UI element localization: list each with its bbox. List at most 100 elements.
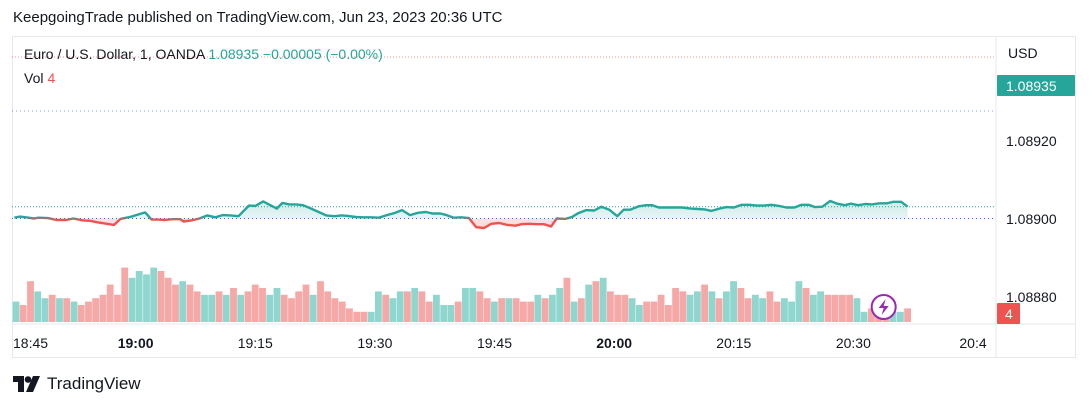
volume-bar xyxy=(157,271,165,322)
volume-bar xyxy=(752,294,759,322)
volume-bar xyxy=(817,291,824,322)
volume-bar xyxy=(650,301,658,322)
tradingview-logo-icon xyxy=(13,376,40,392)
volume-bar xyxy=(19,305,27,322)
volume-bar xyxy=(462,288,469,322)
price-line-above xyxy=(14,199,909,219)
volume-bar xyxy=(795,281,803,322)
y-tick-label: 1.08880 xyxy=(1006,289,1057,305)
volume-bar xyxy=(150,267,158,322)
volume-bar xyxy=(860,311,868,322)
x-tick-label: 20:4 xyxy=(959,335,986,351)
volume-bar xyxy=(781,298,788,322)
y-tick-label: 1.08900 xyxy=(1006,211,1057,227)
volume-bar xyxy=(831,294,839,322)
volume-bar xyxy=(839,294,846,322)
volume-bar xyxy=(708,291,716,322)
price-line-below xyxy=(14,218,572,230)
volume-bar xyxy=(694,291,701,322)
chart-frame xyxy=(12,36,1076,358)
volume-bar xyxy=(41,298,49,322)
volume-bar xyxy=(563,277,571,322)
volume-bar xyxy=(628,298,636,322)
volume-bar xyxy=(723,291,730,322)
volume-bar xyxy=(556,288,564,322)
volume-bar xyxy=(607,291,614,322)
volume-bar xyxy=(411,288,419,322)
tradingview-footer[interactable]: TradingView xyxy=(13,374,141,394)
volume-bar xyxy=(106,284,114,322)
symbol-legend: Euro / U.S. Dollar, 1, OANDA 1.08935 −0.… xyxy=(24,46,383,62)
volume-bar xyxy=(766,291,774,322)
volume-bar xyxy=(324,291,332,322)
volume-bar xyxy=(810,294,817,322)
volume-bar xyxy=(77,305,85,322)
volume-bar xyxy=(541,298,549,322)
y-tick-label: 1.08920 xyxy=(1006,133,1057,149)
volume-bar xyxy=(512,298,520,322)
volume-bar xyxy=(614,294,622,322)
volume-bar xyxy=(367,311,375,322)
volume-bar xyxy=(686,294,694,322)
currency-label: USD xyxy=(1008,45,1038,61)
volume-bar xyxy=(520,301,527,322)
x-tick-label: 19:30 xyxy=(357,335,392,351)
volume-bar xyxy=(585,284,593,322)
volume-bar xyxy=(773,301,781,322)
volume-bar xyxy=(244,291,252,322)
lightning-bolt-icon xyxy=(878,299,889,315)
publication-header: KeepgoingTrade published on TradingView.… xyxy=(13,9,503,26)
volume-bar xyxy=(440,305,448,322)
volume-bar xyxy=(375,291,382,322)
volume-bar xyxy=(889,311,897,322)
volume-bar xyxy=(396,291,404,322)
volume-bar xyxy=(266,294,274,322)
x-tick-label: 19:00 xyxy=(118,335,154,351)
volume-bar xyxy=(476,291,484,322)
volume-bar xyxy=(360,311,368,322)
volume-bar xyxy=(331,298,339,322)
volume-bar xyxy=(868,308,875,322)
volume-bar xyxy=(904,308,911,322)
last-volume-tag-text: 4 xyxy=(1005,306,1013,322)
volume-bar xyxy=(85,301,92,322)
volume-bar xyxy=(418,291,426,322)
volume-bar xyxy=(280,294,288,322)
volume-bar xyxy=(433,294,440,322)
volume-bar xyxy=(665,305,672,322)
volume-bar xyxy=(527,301,535,322)
volume-bar xyxy=(570,301,578,322)
volume-bar xyxy=(346,308,353,322)
volume-bar xyxy=(382,294,390,322)
area-fill-below xyxy=(14,218,908,228)
x-tick-label: 20:00 xyxy=(596,335,632,351)
volume-bar xyxy=(222,294,230,322)
volume-bar xyxy=(56,298,63,322)
last-price-tag-text: 1.08935 xyxy=(1006,78,1057,94)
volume-bar xyxy=(759,298,766,322)
volume-bar xyxy=(744,298,752,322)
volume-label: Vol xyxy=(24,70,44,86)
x-tick-label: 19:15 xyxy=(238,335,273,351)
volume-bar xyxy=(737,288,745,322)
volume-bar xyxy=(114,294,121,322)
volume-bar xyxy=(179,281,187,322)
volume-bar xyxy=(483,298,491,322)
volume-bar xyxy=(288,298,295,322)
volume-bar xyxy=(701,284,708,322)
volume-bar xyxy=(230,288,237,322)
volume-bar xyxy=(128,277,136,322)
volume-bar xyxy=(92,298,100,322)
volume-bar xyxy=(621,294,629,322)
volume-bar xyxy=(273,288,281,322)
volume-bar xyxy=(309,294,317,322)
volume-bar xyxy=(251,284,259,322)
volume-bar xyxy=(679,291,687,322)
volume-bar xyxy=(193,291,201,322)
volume-bar xyxy=(469,288,477,322)
x-tick-label: 19:45 xyxy=(477,335,512,351)
volume-bar xyxy=(143,274,150,322)
volume-bar xyxy=(12,301,20,322)
volume-bar xyxy=(853,298,861,322)
